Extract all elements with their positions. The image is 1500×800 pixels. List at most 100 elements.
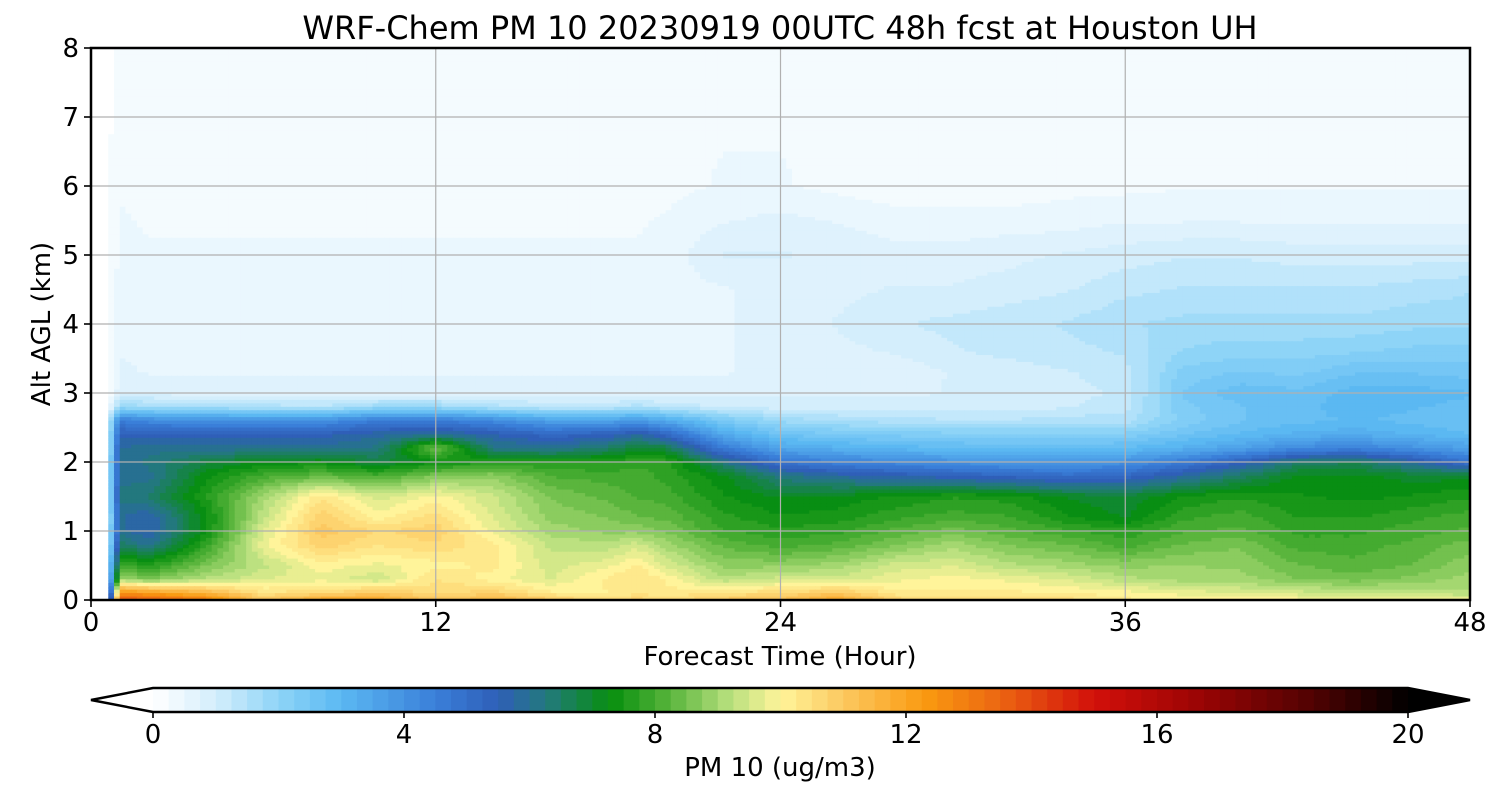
heatmap-cell (694, 92, 701, 97)
heatmap-cell (1429, 61, 1437, 66)
heatmap-cell (1424, 65, 1431, 70)
heatmap-cell (947, 79, 954, 84)
heatmap-cell (412, 89, 420, 94)
heatmap-cell (1291, 54, 1299, 59)
heatmap-cell (458, 106, 466, 111)
heatmap-cell (315, 103, 322, 108)
heatmap-cell (1217, 110, 1224, 115)
heatmap-cell (200, 61, 207, 66)
heatmap-cell (906, 106, 914, 111)
heatmap-cell (797, 82, 805, 87)
heatmap-cell (1050, 82, 1057, 87)
heatmap-cell (878, 79, 885, 84)
heatmap-cell (941, 113, 948, 118)
heatmap-cell (1320, 79, 1327, 84)
heatmap-cell (797, 48, 805, 53)
heatmap-cell (975, 110, 983, 115)
heatmap-cell (165, 82, 173, 87)
heatmap-cell (1406, 75, 1414, 80)
heatmap-cell (257, 79, 264, 84)
heatmap-field (91, 48, 1471, 601)
heatmap-cell (286, 103, 293, 108)
heatmap-cell (826, 89, 833, 94)
heatmap-cell (1401, 68, 1408, 73)
heatmap-cell (1010, 61, 1017, 66)
heatmap-cell (521, 58, 529, 63)
heatmap-cell (993, 58, 1000, 63)
heatmap-cell (625, 48, 632, 53)
heatmap-cell (556, 117, 563, 122)
heatmap-cell (631, 89, 638, 94)
heatmap-cell (269, 82, 276, 87)
heatmap-cell (596, 106, 603, 111)
heatmap-cell (878, 54, 885, 59)
heatmap-cell (1297, 89, 1304, 94)
heatmap-cell (251, 65, 259, 70)
heatmap-cell (412, 106, 420, 111)
heatmap-cell (200, 65, 207, 70)
heatmap-cell (872, 110, 879, 115)
heatmap-cell (769, 61, 776, 66)
heatmap-cell (975, 48, 983, 53)
heatmap-cell (142, 51, 150, 56)
heatmap-cell (136, 96, 144, 101)
heatmap-cell (1102, 51, 1109, 56)
heatmap-cell (1102, 75, 1109, 80)
heatmap-cell (441, 65, 448, 70)
heatmap-cell (740, 103, 747, 108)
heatmap-cell (820, 96, 828, 101)
heatmap-cell (119, 96, 127, 101)
heatmap-cell (671, 48, 678, 53)
heatmap-cell (154, 92, 161, 97)
heatmap-cell (786, 68, 793, 73)
heatmap-cell (1027, 106, 1034, 111)
heatmap-cell (286, 72, 293, 77)
heatmap-cell (452, 79, 460, 84)
heatmap-cell (860, 92, 868, 97)
heatmap-cell (108, 65, 115, 70)
heatmap-cell (1102, 58, 1109, 63)
heatmap-cell (1286, 99, 1293, 104)
heatmap-cell (1153, 117, 1161, 122)
heatmap-cell (659, 89, 667, 94)
heatmap-cell (562, 113, 569, 118)
heatmap-cell (901, 68, 908, 73)
heatmap-cell (1073, 92, 1080, 97)
heatmap-cell (263, 72, 270, 77)
heatmap-cell (165, 68, 173, 73)
heatmap-cell (814, 113, 822, 118)
heatmap-cell (257, 110, 264, 115)
heatmap-cell (487, 113, 494, 118)
heatmap-cell (1176, 51, 1184, 56)
heatmap-cell (280, 106, 287, 111)
heatmap-cell (481, 54, 489, 59)
heatmap-cell (590, 106, 598, 111)
heatmap-cell (947, 82, 954, 87)
heatmap-cell (780, 82, 787, 87)
heatmap-cell (349, 117, 356, 122)
heatmap-cell (1263, 110, 1270, 115)
heatmap-cell (665, 117, 672, 122)
heatmap-cell (1102, 113, 1109, 118)
heatmap-cell (389, 79, 397, 84)
heatmap-cell (659, 82, 667, 87)
heatmap-cell (918, 110, 925, 115)
heatmap-cell (349, 68, 356, 73)
heatmap-cell (1343, 65, 1350, 70)
heatmap-cell (315, 106, 322, 111)
heatmap-cell (148, 106, 155, 111)
heatmap-cell (338, 58, 345, 63)
heatmap-cell (1378, 65, 1385, 70)
heatmap-cell (717, 110, 724, 115)
heatmap-cell (458, 96, 466, 101)
heatmap-cell (1044, 96, 1052, 101)
heatmap-cell (642, 82, 649, 87)
heatmap-cell (1286, 48, 1293, 53)
heatmap-cell (728, 58, 736, 63)
heatmap-cell (631, 48, 638, 53)
heatmap-cell (751, 110, 759, 115)
heatmap-cell (108, 75, 115, 80)
heatmap-cell (941, 92, 948, 97)
heatmap-cell (286, 68, 293, 73)
heatmap-cell (1056, 79, 1063, 84)
